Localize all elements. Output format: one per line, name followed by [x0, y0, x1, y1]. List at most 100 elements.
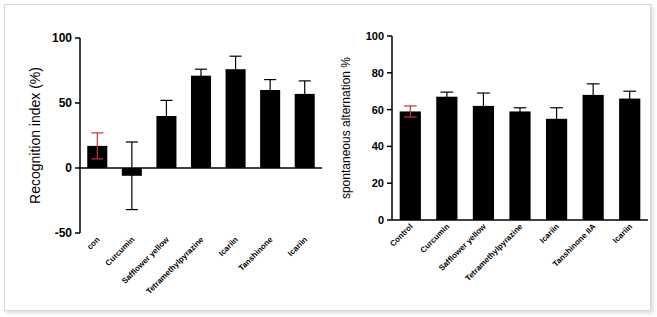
bar: [260, 90, 280, 168]
chart-1: 020406080100spontaneous alternation %Con…: [339, 30, 648, 283]
y-tick-label: 0: [378, 214, 384, 226]
x-tick-label: Curcumin: [419, 222, 452, 255]
error-cap: [550, 129, 563, 130]
x-tick-label: con: [85, 235, 102, 252]
bar: [436, 97, 457, 220]
error-cap: [91, 132, 103, 133]
error-stem: [629, 91, 630, 106]
error-stem: [410, 106, 411, 117]
error-stem: [304, 81, 305, 107]
error-cap: [160, 100, 172, 101]
error-cap: [264, 100, 276, 101]
y-tick-label: 80: [372, 67, 384, 79]
bar: [509, 111, 530, 220]
error-stem: [235, 56, 236, 82]
error-cap: [126, 141, 138, 142]
y-axis-label: spontaneous alternation %: [339, 57, 353, 199]
chart-svg: -50050100Recognition index (%)conCurcumi…: [0, 0, 657, 317]
error-cap: [587, 83, 600, 84]
error-stem: [593, 84, 594, 106]
x-tick-label: Icariin: [611, 222, 634, 245]
y-tick-label: 20: [372, 177, 384, 189]
error-bar: [550, 108, 563, 130]
y-tick-label: -50: [55, 226, 73, 240]
bars: [400, 84, 641, 220]
error-cap: [404, 105, 417, 106]
error-cap: [440, 92, 453, 93]
error-stem: [200, 69, 201, 82]
y-tick-label: 50: [59, 96, 73, 110]
y-tick: [75, 37, 80, 39]
error-cap: [195, 82, 207, 83]
error-bar: [126, 142, 138, 210]
bar: [619, 99, 640, 220]
y-tick: [387, 146, 392, 148]
error-stem: [166, 100, 167, 131]
y-tick-label: 100: [366, 30, 384, 42]
error-cap: [230, 56, 242, 57]
bar: [191, 76, 211, 168]
error-bar: [623, 91, 636, 106]
error-cap: [477, 118, 490, 119]
error-bar: [514, 108, 527, 115]
error-cap: [550, 107, 563, 108]
error-cap: [440, 101, 453, 102]
error-stem: [483, 93, 484, 119]
y-tick-label: 0: [65, 161, 72, 175]
y-tick: [387, 109, 392, 111]
error-stem: [131, 142, 132, 210]
error-bar: [440, 92, 453, 101]
error-bar: [477, 93, 490, 119]
y-tick: [387, 72, 392, 74]
error-bar: [299, 81, 311, 107]
error-bar: [230, 56, 242, 82]
error-bar: [160, 100, 172, 131]
y-axis-label: Recognition index (%): [27, 67, 43, 204]
error-stem: [556, 108, 557, 130]
error-bar: [91, 133, 103, 159]
x-tick-label: Tanshinone IIA: [551, 222, 598, 269]
x-tick-label: Icariin: [217, 235, 240, 258]
error-bar: [264, 80, 276, 101]
y-tick: [387, 219, 392, 221]
x-tick-label: Icariin: [286, 235, 309, 258]
bar: [226, 69, 246, 168]
error-cap: [230, 82, 242, 83]
error-cap: [160, 131, 172, 132]
error-cap: [126, 209, 138, 210]
y-tick: [75, 167, 80, 169]
y-tick: [387, 35, 392, 37]
error-cap: [623, 91, 636, 92]
bar: [473, 106, 494, 220]
x-tick-label: Tetramethylpyrazine: [144, 235, 205, 296]
y-tick: [75, 232, 80, 234]
error-cap: [264, 79, 276, 80]
error-cap: [195, 69, 207, 70]
x-tick-label: Curcumin: [104, 235, 137, 268]
error-stem: [270, 80, 271, 101]
error-bar: [587, 84, 600, 106]
x-tick-label: Tanshinone: [237, 235, 275, 273]
x-tick-label: Icariin: [538, 222, 561, 245]
y-tick: [387, 182, 392, 184]
chart-0: -50 0 50 100 Recognition index (%) conCurcumi…: [27, 31, 322, 296]
error-cap: [514, 107, 527, 108]
y-axis: [79, 38, 81, 233]
y-tick-label: 100: [52, 31, 72, 45]
error-cap: [514, 115, 527, 116]
error-cap: [404, 116, 417, 117]
y-axis: [391, 36, 393, 220]
error-bar: [195, 69, 207, 82]
error-stem: [446, 92, 447, 101]
y-tick-label: 40: [372, 140, 384, 152]
error-cap: [623, 105, 636, 106]
error-stem: [519, 108, 520, 115]
error-cap: [91, 158, 103, 159]
bars: [87, 56, 314, 209]
y-tick: [75, 102, 80, 104]
error-cap: [299, 80, 311, 81]
y-tick-label: 60: [372, 104, 384, 116]
error-cap: [299, 106, 311, 107]
bar: [583, 95, 604, 220]
bar: [400, 111, 421, 220]
